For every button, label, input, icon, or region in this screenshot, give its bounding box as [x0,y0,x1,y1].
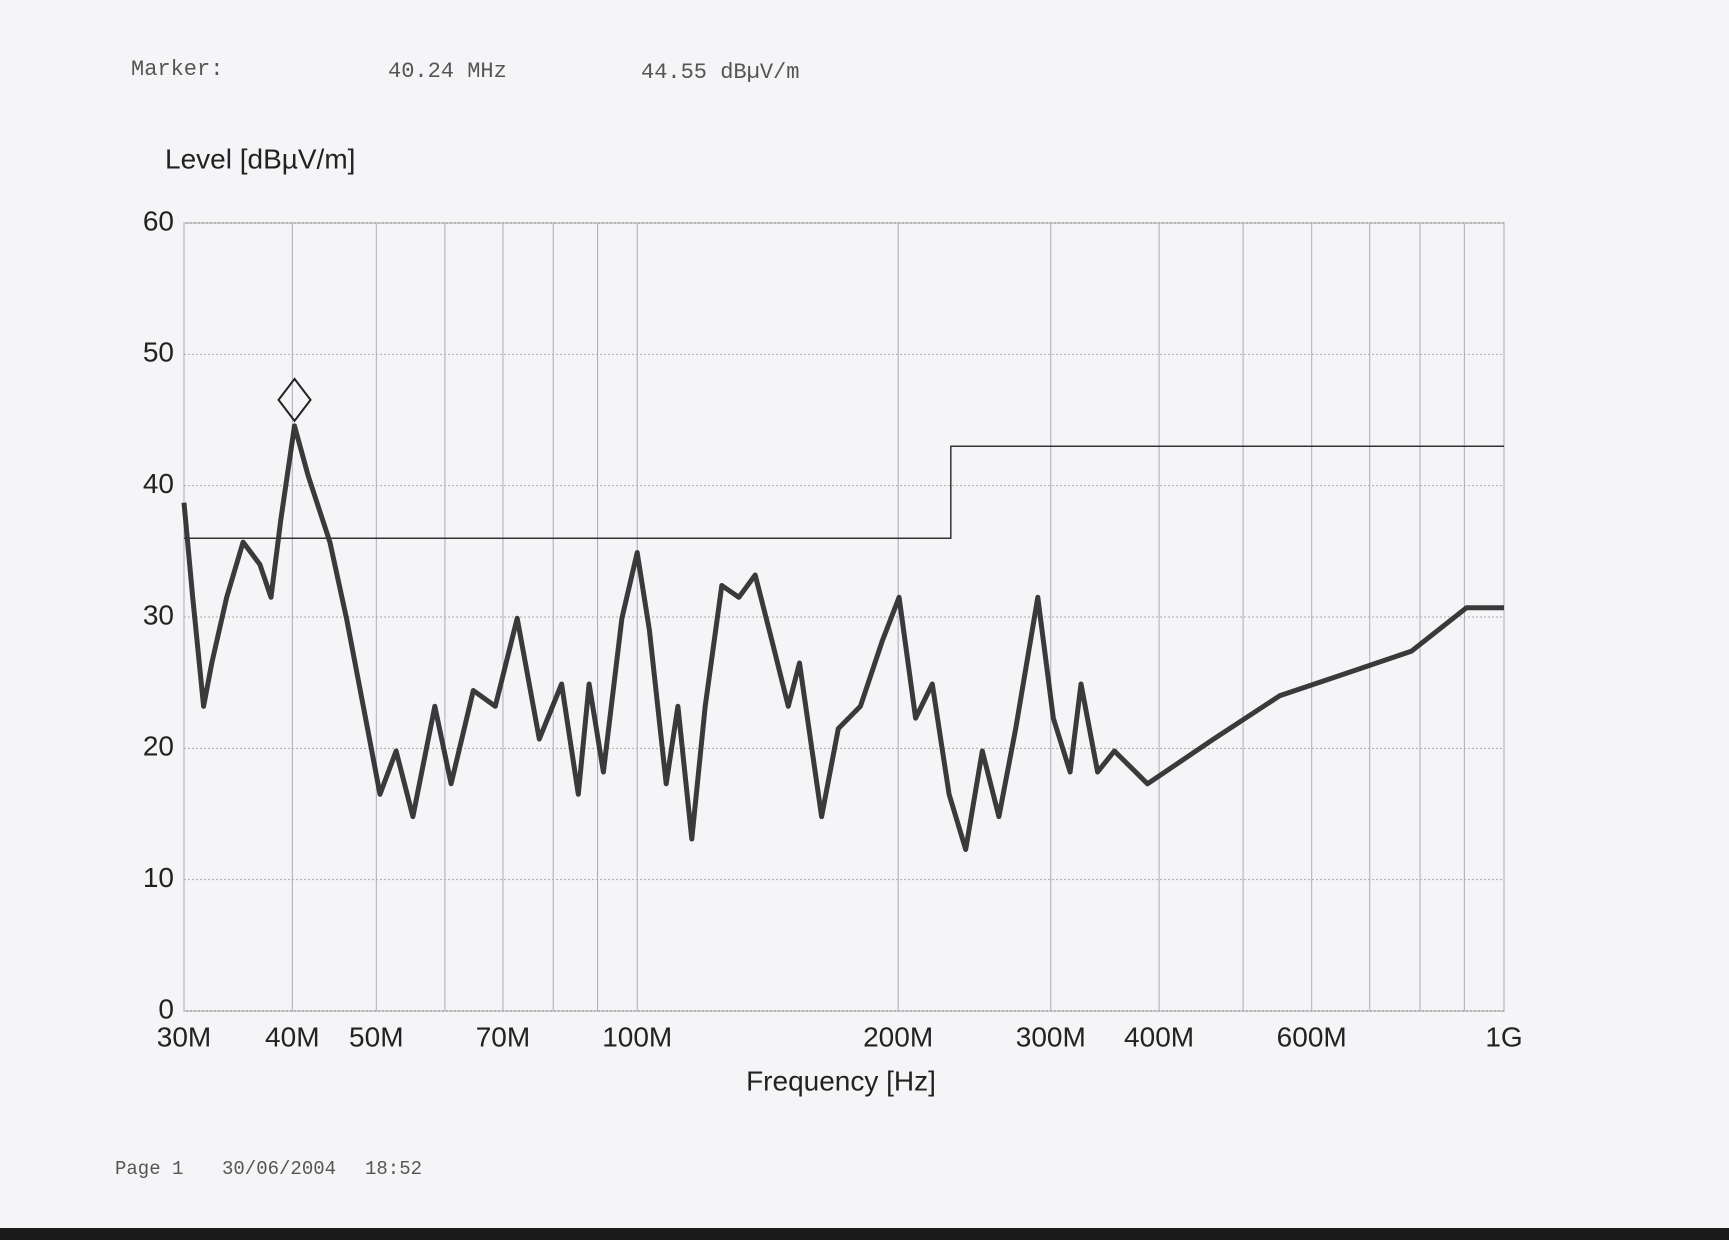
marker-frequency: 40.24 MHz [388,59,507,84]
y-tick-label: 60 [143,205,174,236]
x-tick-label: 200M [863,1021,933,1052]
x-tick-label: 300M [1016,1021,1086,1052]
emission-trace [181,423,1504,852]
y-tick-label: 30 [143,599,174,630]
y-axis-label: Level [dBµV/m] [165,143,355,174]
footer-page: Page 1 [115,1158,183,1180]
y-tick-label: 10 [143,862,174,893]
marker-level: 44.55 dBµV/m [641,60,799,85]
y-tick-label: 20 [143,731,174,762]
x-tick-label: 70M [476,1021,530,1052]
limit-line [184,445,1504,539]
x-tick-label: 600M [1277,1021,1347,1052]
footer-time: 18:52 [365,1158,422,1180]
x-tick-label: 50M [349,1021,403,1052]
x-tick-label: 100M [602,1021,672,1052]
footer-date: 30/06/2004 [222,1158,336,1180]
y-tick-label: 40 [143,468,174,499]
x-tick-label: 40M [265,1021,319,1052]
x-tick-label: 400M [1124,1021,1194,1052]
x-tick-label: 1G [1485,1021,1522,1052]
y-tick-label: 50 [143,337,174,368]
marker-caption: Marker: [131,57,223,82]
marker-diamond [277,377,312,423]
x-tick-label: 30M [157,1021,211,1052]
x-axis-label: Frequency [Hz] [746,1065,936,1096]
scan-edge [0,1228,1729,1240]
y-tick-label: 0 [158,993,174,1024]
